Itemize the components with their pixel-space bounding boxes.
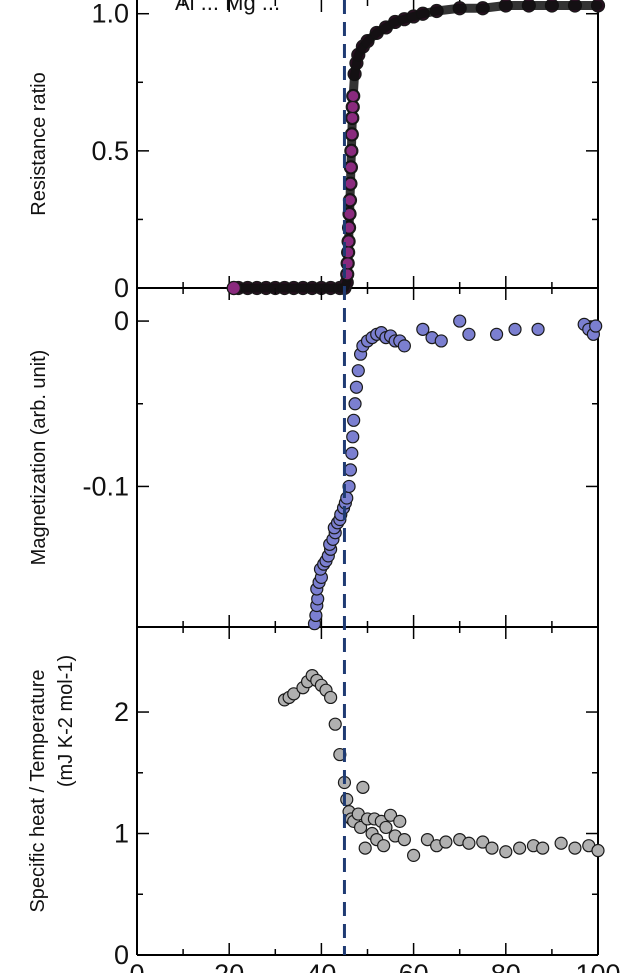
transition-point: [347, 90, 360, 102]
x-tick-label: 100: [575, 959, 620, 973]
data-point: [345, 446, 359, 460]
data-point: [462, 327, 476, 341]
data-point: [434, 334, 448, 348]
data-point: [499, 845, 513, 859]
transition-point: [344, 161, 357, 174]
x-tick-label: 20: [214, 959, 244, 973]
data-point: [536, 841, 550, 855]
series-points: [226, 0, 606, 296]
figure-title-fragment: Al ... Mg ...: [175, 0, 280, 15]
transition-point: [343, 194, 356, 207]
transition-point: [346, 111, 359, 124]
data-point: [346, 430, 360, 444]
y-tick-label: -0.1: [82, 471, 129, 501]
transition-point: [346, 100, 359, 113]
x-tick-label: 40: [306, 959, 336, 973]
panel-3: 0 1 2 Specific heat / Temperature (mJ K-2 mo…: [27, 627, 620, 973]
x-tick-label: 60: [399, 959, 429, 973]
panel-1: 0 0.5 1.0 Resistance ratio: [28, 0, 606, 303]
data-point: [348, 397, 362, 411]
plots-group: 0 0.5 1.0 Resistance ratio -0.1 0 Magnetizatio…: [27, 0, 620, 973]
data-point: [591, 843, 605, 858]
data-point: [393, 814, 407, 828]
data-point: [379, 820, 393, 835]
transition-point: [345, 144, 358, 157]
data-point: [554, 836, 568, 850]
data-point: [513, 841, 527, 855]
data-point: [397, 832, 411, 847]
data-point: [489, 327, 504, 341]
data-point: [383, 808, 398, 822]
data-point: [349, 380, 364, 394]
data-point: [340, 792, 354, 807]
data-point: [347, 413, 361, 427]
data-point: [589, 319, 603, 333]
y-tick-label: 2: [114, 697, 129, 727]
data-point: [420, 832, 435, 847]
data-point: [287, 687, 301, 701]
y-tick-label: 0: [114, 273, 129, 303]
data-point: [508, 322, 522, 336]
data-point: [462, 836, 476, 850]
data-point: [328, 717, 342, 731]
data-point: [340, 491, 354, 505]
y-tick-label: 0: [114, 940, 129, 970]
data-point: [407, 848, 421, 862]
data-point: [485, 841, 499, 855]
data-point: [324, 690, 338, 705]
data-point: [377, 839, 391, 853]
y-axis-label: Specific heat / Temperature: [27, 669, 49, 912]
transition-point: [345, 128, 358, 141]
y-tick-label: 1.0: [91, 0, 129, 29]
transition-point: [343, 207, 356, 220]
data-point: [397, 339, 411, 353]
first-point: [226, 280, 241, 296]
x-tick-label: 0: [129, 959, 144, 973]
data-point: [531, 322, 545, 336]
panel-2: -0.1 0 Magnetization (arb. unit): [28, 288, 603, 631]
data-point: [356, 780, 370, 794]
data-point: [358, 841, 372, 855]
y-axis-label: Resistance ratio: [28, 72, 50, 215]
series-points: [307, 314, 603, 631]
data-point: [351, 364, 365, 378]
y-axis-label-units: (mJ K-2 mol-1): [55, 655, 77, 787]
data-point: [568, 841, 582, 855]
y-axis-label: Magnetization (arb. unit): [28, 350, 50, 566]
data-point: [416, 322, 430, 336]
data-point: [476, 835, 490, 849]
transition-point: [344, 177, 357, 190]
data-point: [343, 463, 358, 477]
data-point: [353, 820, 368, 835]
y-tick-label: 1: [114, 819, 129, 849]
resistance-trace: [229, 0, 603, 293]
x-tick-label: 80: [491, 959, 521, 973]
series-points: [277, 668, 605, 862]
y-tick-label: 0: [114, 306, 129, 336]
data-point: [453, 314, 467, 328]
y-tick-label: 0.5: [91, 136, 129, 166]
data-point: [439, 835, 453, 849]
